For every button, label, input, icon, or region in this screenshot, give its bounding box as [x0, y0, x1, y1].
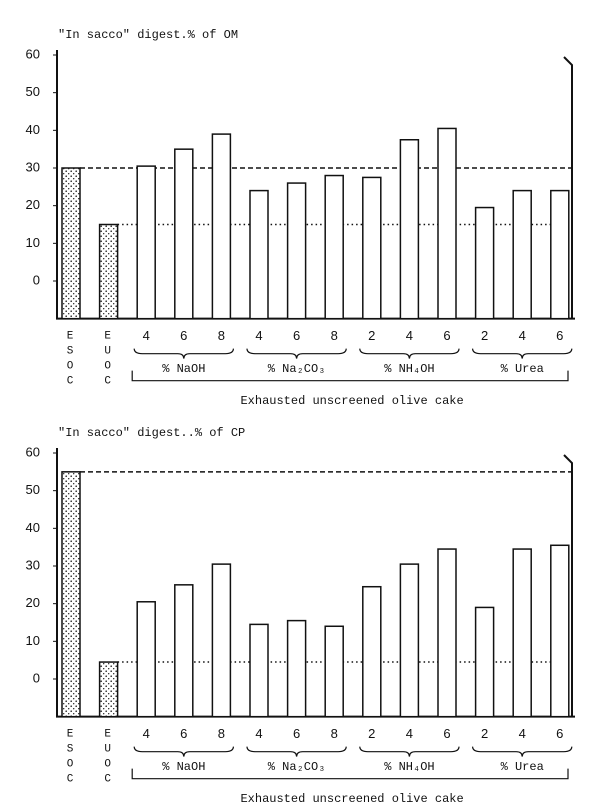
x-tick-label: 2: [481, 328, 488, 343]
group-label: % Na₂CO₃: [268, 362, 326, 376]
bar: [474, 206, 495, 320]
x-tick-label: ESOC: [64, 729, 76, 789]
y-tick-label: 10: [26, 235, 40, 250]
y-tick-label: 0: [33, 670, 40, 685]
axis: [563, 454, 573, 717]
bar: [324, 174, 344, 320]
bar: [249, 189, 269, 320]
y-tick-label: 60: [26, 444, 40, 459]
group-label: % Urea: [501, 760, 544, 774]
bar: [249, 623, 269, 718]
x-tick-label: 8: [218, 328, 225, 343]
group-label: % Na₂CO₃: [268, 760, 326, 774]
x-tick-label: 2: [368, 726, 375, 741]
group-bracket-label: Exhausted unscreened olive cake: [240, 792, 463, 806]
y-tick-label: 30: [26, 159, 40, 174]
y-tick-label: 0: [33, 272, 40, 287]
brace: [246, 348, 347, 359]
bar: [437, 548, 457, 718]
x-tick-label: 4: [143, 726, 150, 741]
brace: [472, 348, 573, 359]
bar: [98, 223, 119, 320]
x-tick-label: 6: [443, 328, 450, 343]
bar: [550, 189, 570, 320]
bracket: [131, 370, 569, 382]
bar: [474, 606, 495, 718]
axis: [56, 448, 575, 718]
bar: [399, 563, 420, 718]
x-tick-label: 4: [406, 328, 413, 343]
bar: [136, 601, 156, 718]
bar: [174, 584, 194, 718]
y-tick-label: 60: [26, 46, 40, 61]
group-label: % NH₄OH: [384, 362, 434, 376]
x-tick-label: EUOC: [102, 331, 114, 391]
x-tick-label: 4: [519, 328, 526, 343]
brace: [133, 746, 234, 757]
bar: [98, 661, 119, 718]
bar: [211, 563, 232, 718]
group-label: % NH₄OH: [384, 760, 434, 774]
x-tick-label: 4: [255, 328, 262, 343]
x-tick-label: 4: [143, 328, 150, 343]
y-tick-label: 20: [26, 595, 40, 610]
axis: [56, 50, 575, 320]
chart-title: "In sacco" digest..% of CP: [58, 426, 245, 440]
y-tick-label: 50: [26, 482, 40, 497]
y-tick-label: 10: [26, 633, 40, 648]
x-tick-label: 4: [406, 726, 413, 741]
bar: [61, 471, 81, 718]
brace: [246, 746, 347, 757]
bar: [211, 133, 232, 320]
bar: [286, 182, 307, 320]
group-label: % NaOH: [162, 362, 205, 376]
x-tick-label: 4: [255, 726, 262, 741]
axis: [563, 56, 573, 319]
x-tick-label: 8: [218, 726, 225, 741]
bar: [61, 167, 81, 320]
x-tick-label: 6: [293, 726, 300, 741]
group-bracket-label: Exhausted unscreened olive cake: [240, 394, 463, 408]
x-tick-label: 6: [556, 328, 563, 343]
x-tick-label: EUOC: [102, 729, 114, 789]
x-tick-label: 4: [519, 726, 526, 741]
y-tick-label: 40: [26, 520, 40, 535]
bar: [324, 625, 344, 718]
brace: [359, 746, 460, 757]
bracket: [131, 768, 569, 780]
y-tick-label: 50: [26, 84, 40, 99]
x-tick-label: 6: [180, 726, 187, 741]
x-tick-label: 6: [556, 726, 563, 741]
bar: [362, 176, 382, 320]
bar: [512, 548, 532, 718]
group-label: % Urea: [501, 362, 544, 376]
x-tick-label: 6: [293, 328, 300, 343]
brace: [133, 348, 234, 359]
brace: [472, 746, 573, 757]
bar: [174, 148, 194, 320]
bar: [399, 139, 420, 320]
x-tick-label: 2: [368, 328, 375, 343]
y-tick-label: 40: [26, 122, 40, 137]
bar: [362, 585, 382, 718]
bar: [136, 165, 156, 320]
x-tick-label: 8: [331, 328, 338, 343]
x-tick-label: 6: [180, 328, 187, 343]
bar: [550, 544, 570, 718]
x-tick-label: 8: [331, 726, 338, 741]
y-tick-label: 20: [26, 197, 40, 212]
x-tick-label: 6: [443, 726, 450, 741]
bar: [437, 127, 457, 320]
group-label: % NaOH: [162, 760, 205, 774]
x-tick-label: 2: [481, 726, 488, 741]
brace: [359, 348, 460, 359]
x-tick-label: ESOC: [64, 331, 76, 391]
y-tick-label: 30: [26, 557, 40, 572]
bar: [286, 619, 307, 718]
chart-title: "In sacco" digest.% of OM: [58, 28, 238, 42]
bar: [512, 189, 532, 320]
